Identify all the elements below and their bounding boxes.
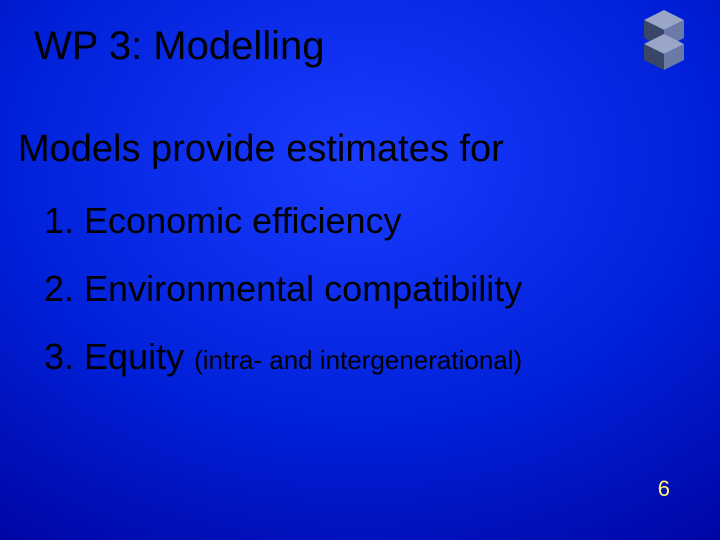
item-subtext: (intra- and intergenerational) — [194, 345, 522, 375]
item-text: Equity — [84, 336, 184, 377]
item-text: Economic efficiency — [84, 200, 401, 241]
item-number: 1. — [44, 200, 74, 241]
item-number: 3. — [44, 336, 74, 377]
slide-subtitle: Models provide estimates for — [18, 128, 504, 171]
page-number: 6 — [658, 476, 670, 502]
list-item: 2. Environmental compatibility — [44, 268, 522, 310]
list-item: 1. Economic efficiency — [44, 200, 402, 242]
item-number: 2. — [44, 268, 74, 309]
slide: WP 3: Modelling Models provide estimates… — [0, 0, 720, 540]
slide-title: WP 3: Modelling — [34, 24, 325, 69]
list-item: 3. Equity (intra- and intergenerational) — [44, 336, 522, 378]
item-text: Environmental compatibility — [84, 268, 522, 309]
logo-icon — [628, 8, 700, 74]
